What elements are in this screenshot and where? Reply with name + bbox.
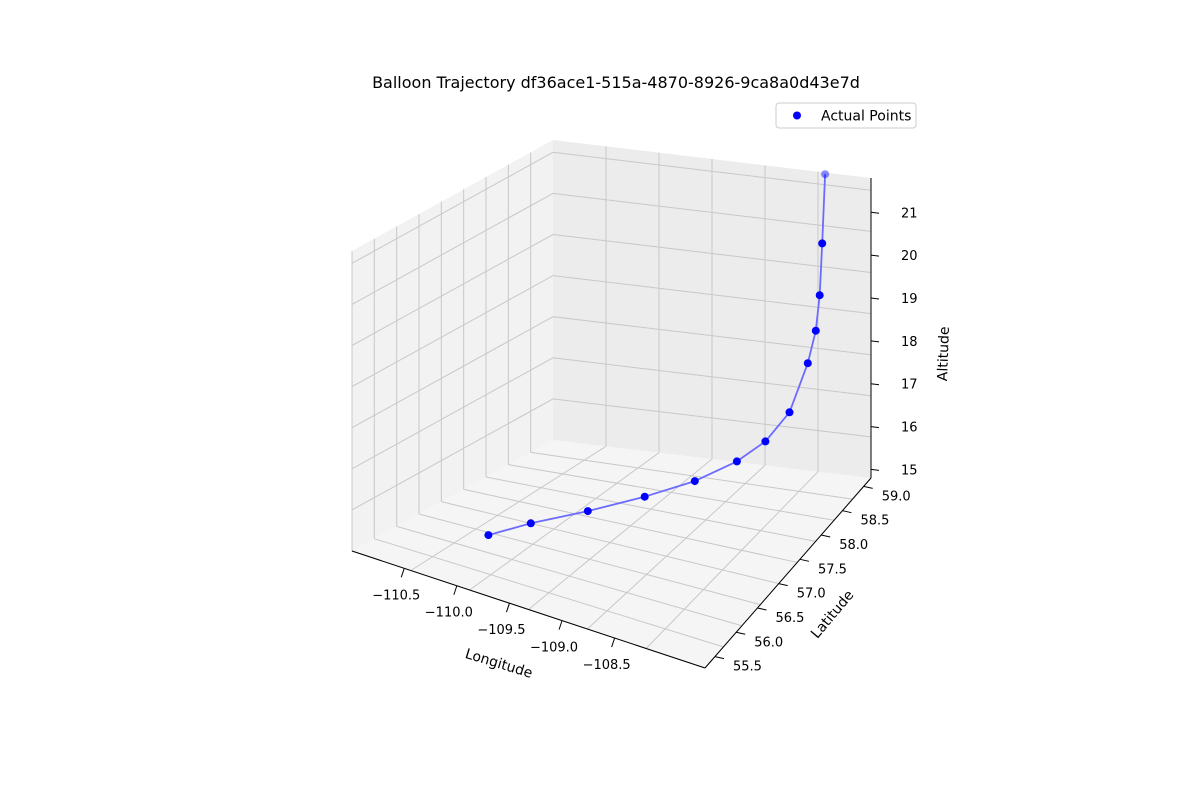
y-tick-label: 57.5: [818, 562, 847, 577]
series-group: [484, 170, 830, 540]
data-point: [821, 170, 830, 179]
legend-box: [775, 102, 917, 129]
y-tick-label: 55.5: [733, 660, 762, 675]
x-tick-label: −109.0: [530, 641, 578, 656]
grid-line-x-floor: [410, 445, 607, 571]
grid-lines: [351, 146, 872, 669]
x-tick-mark: [611, 637, 616, 648]
z-tick-label: 21: [901, 206, 918, 221]
y-tick-label: 58.0: [839, 538, 868, 553]
legend-label: Actual Points: [821, 109, 911, 125]
z-tick-mark: [870, 426, 880, 429]
y-tick-mark: [842, 510, 852, 514]
grid-line-x-floor: [645, 471, 819, 649]
z-tick-label: 19: [901, 292, 918, 307]
grid-line-x-floor: [586, 464, 766, 630]
x-tick-mark: [400, 568, 405, 578]
x-tick-mark: [453, 585, 458, 595]
tick-labels: −110.5 −110.0 −109.5 −109.0 −108.5 55.5 56.0 56…: [372, 206, 917, 674]
grid-line-y-floor: [396, 525, 743, 627]
grid-line-y-floor: [530, 451, 853, 500]
legend: Actual Points: [775, 102, 917, 129]
grid-line-y-floor: [485, 476, 816, 542]
y-tick-mark: [778, 583, 788, 587]
y-tick-mark: [863, 485, 873, 489]
data-point: [785, 408, 794, 417]
x-axis-line: [351, 550, 706, 669]
floor-pane: [352, 440, 871, 668]
data-point: [815, 291, 824, 300]
grid-line-z: [351, 233, 872, 346]
grid-line-x-floor: [528, 458, 713, 610]
z-tick-mark: [870, 468, 880, 471]
y-tick-mark: [821, 534, 831, 538]
y-tick-mark: [799, 558, 810, 562]
data-point: [640, 492, 649, 501]
grid-line-z: [351, 357, 872, 470]
y-tick-mark: [714, 656, 725, 660]
z-tick-label: 18: [901, 335, 918, 350]
y-tick-label: 56.0: [754, 635, 783, 650]
legend-marker: [793, 111, 801, 120]
grid-line-z: [351, 316, 872, 429]
y-tick-mark: [757, 607, 767, 611]
grid-line-y-floor: [374, 538, 724, 648]
z-tick-label: 15: [901, 463, 918, 478]
axis-panes: [352, 140, 871, 668]
x-tick-label: −110.0: [425, 606, 473, 621]
grid-line-z: [351, 192, 872, 305]
z-tick-label: 20: [901, 249, 918, 264]
data-point: [690, 477, 699, 486]
x-tick-label: −108.5: [583, 658, 631, 673]
axis-lines: [351, 178, 880, 669]
data-point: [803, 359, 812, 368]
y-tick-label: 57.0: [797, 587, 826, 602]
z-tick-mark: [870, 254, 880, 257]
grid-line-x-floor: [469, 452, 660, 591]
y-axis-line: [704, 477, 872, 669]
grid-line-y-floor: [418, 513, 761, 606]
x-tick-mark: [558, 620, 563, 630]
side-pane: [352, 140, 553, 551]
y-tick-label: 56.5: [775, 611, 804, 626]
data-point: [583, 507, 592, 516]
z-tick-mark: [870, 340, 880, 343]
data-point: [484, 531, 493, 540]
data-point: [732, 457, 741, 466]
grid-line-z: [351, 398, 872, 511]
z-tick-mark: [870, 297, 880, 300]
z-tick-mark: [870, 211, 880, 214]
grid-line-z: [351, 151, 872, 264]
y-tick-mark: [736, 631, 746, 635]
grid-line-z: [351, 275, 872, 388]
data-point: [818, 239, 827, 248]
y-tick-label: 59.0: [882, 489, 911, 504]
z-axis-label: Altitude: [935, 326, 953, 381]
x-axis-label: Longitude: [463, 646, 534, 682]
z-tick-label: 17: [901, 378, 918, 393]
chart-title: Balloon Trajectory df36ace1-515a-4870-89…: [372, 73, 860, 92]
data-point: [761, 437, 770, 446]
grid-line-y-floor: [441, 501, 779, 585]
y-tick-label: 58.5: [860, 514, 889, 529]
x-tick-mark: [505, 603, 510, 613]
z-tick-mark: [870, 383, 880, 386]
x-tick-label: −110.5: [372, 588, 420, 603]
grid-line-y-floor: [463, 488, 798, 563]
x-tick-label: −109.5: [477, 623, 525, 638]
grid-line-y-floor: [508, 464, 835, 521]
data-point: [526, 519, 535, 528]
z-tick-label: 16: [901, 421, 918, 436]
data-point: [811, 326, 820, 335]
